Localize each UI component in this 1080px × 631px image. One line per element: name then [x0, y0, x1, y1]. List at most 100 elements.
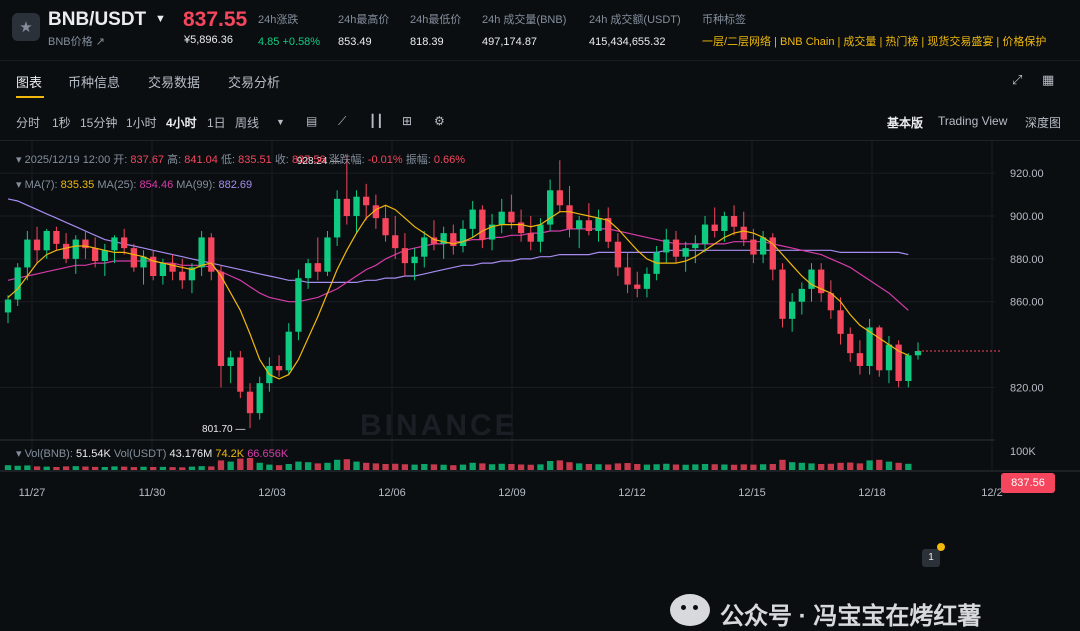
- candle-body: [721, 216, 728, 231]
- volume-bar: [440, 464, 447, 470]
- candle-body: [363, 196, 370, 206]
- volume-bar: [818, 464, 825, 470]
- stat-value: 4.85 +0.58%: [258, 36, 321, 48]
- stat-value: 497,174.87: [482, 36, 538, 48]
- candle-body: [759, 237, 767, 255]
- stat-token-tags: 币种标签: [702, 11, 746, 27]
- volume-bar: [789, 462, 796, 470]
- candle-body: [769, 237, 776, 270]
- volume-bar: [91, 466, 99, 470]
- interval-1w[interactable]: 周线: [235, 116, 260, 130]
- pair-dropdown-icon[interactable]: ▼: [155, 13, 166, 25]
- candle-body: [121, 237, 128, 249]
- volume-bar: [285, 464, 292, 470]
- ma7-label: MA(7):: [24, 179, 58, 191]
- last-price: 837.55: [183, 8, 248, 31]
- legend-collapse-icon[interactable]: ▾: [16, 154, 25, 166]
- x-tick-label: 11/27: [19, 487, 46, 499]
- pair-subtitle-link[interactable]: BNB价格 ↗: [48, 36, 105, 48]
- candle-body: [62, 243, 70, 259]
- interval-more-caret-icon[interactable]: ▼: [276, 117, 285, 127]
- wechat-logo-icon: [670, 594, 710, 626]
- candle-body: [711, 224, 718, 231]
- volume-bar: [275, 465, 283, 470]
- volume-bar: [198, 466, 205, 470]
- candle-body: [72, 239, 79, 259]
- interval-1h[interactable]: 1小时: [126, 116, 157, 130]
- volume-bar: [140, 466, 147, 470]
- x-tick-label: 11/30: [139, 487, 166, 499]
- candle-body: [324, 237, 331, 272]
- view-basic[interactable]: 基本版: [887, 116, 924, 130]
- volume-bar: [692, 464, 699, 470]
- ma7-line: [7, 204, 909, 380]
- chart-canvas[interactable]: 920.00 900.00 880.00 860.00 820.00 11/27 11/30…: [0, 141, 1080, 512]
- interval-1s[interactable]: 1秒: [52, 116, 71, 130]
- ma25-value: 854.46: [139, 179, 174, 191]
- volume-bar: [643, 464, 651, 470]
- volume-bar: [111, 466, 118, 470]
- tab-coin-info[interactable]: 币种信息: [68, 75, 121, 90]
- candle-body: [605, 218, 612, 242]
- token-tags-links[interactable]: 一层/二层网络 | BNB Chain | 成交量 | 热门榜 | 现货交易盛宴…: [702, 36, 1047, 48]
- active-tab-indicator: [16, 96, 44, 98]
- candle-body: [885, 344, 893, 371]
- tab-chart[interactable]: 图表: [16, 75, 43, 90]
- candle-body: [334, 198, 341, 238]
- candle-body: [430, 237, 438, 244]
- interval-1d[interactable]: 1日: [207, 116, 226, 130]
- stat-value: 415,434,655.32: [589, 36, 666, 48]
- volume-bar: [121, 466, 128, 470]
- candle-body: [701, 224, 709, 244]
- candle-body: [508, 211, 515, 223]
- interval-time-sharing[interactable]: 分时: [16, 116, 41, 130]
- x-tick-label: 12/2: [981, 487, 1002, 499]
- view-depth[interactable]: 深度图: [1025, 116, 1062, 130]
- volume-bar: [101, 467, 108, 470]
- candle-body: [663, 239, 670, 253]
- legend-collapse-icon[interactable]: ▾: [16, 448, 25, 460]
- volume-bar: [450, 465, 457, 470]
- y-tick-label: 860.00: [1010, 297, 1044, 309]
- view-tradingview[interactable]: Trading View: [938, 114, 1008, 128]
- candle-style-icon[interactable]: ┃┃: [369, 114, 384, 128]
- candle-body: [208, 237, 215, 272]
- candle-body: [585, 220, 592, 231]
- interval-4h[interactable]: 4小时: [166, 116, 197, 130]
- ma99-label: MA(99):: [176, 179, 216, 191]
- volume-bar: [4, 465, 12, 470]
- layout-grid-icon[interactable]: ▦: [1042, 72, 1055, 87]
- candle-body: [24, 239, 31, 268]
- event-badge-icon[interactable]: 1: [922, 549, 940, 567]
- settings-gear-icon[interactable]: ⚙: [434, 114, 445, 128]
- candle-body: [217, 271, 225, 366]
- stat-24h-low: 24h最低价 818.39: [410, 11, 461, 48]
- volume-bar: [595, 464, 602, 470]
- interval-15m[interactable]: 15分钟: [80, 116, 118, 130]
- indicator-icon[interactable]: ⟋: [338, 114, 347, 128]
- candlestick-chart[interactable]: BINANCE 920.00 900.00 880.00 860.00 820.00 11…: [0, 140, 1080, 630]
- calendar-icon[interactable]: ▤: [306, 114, 318, 128]
- stat-24h-volume-quote: 24h 成交额(USDT) 415,434,655.32: [589, 11, 681, 48]
- volume-bar: [304, 462, 312, 470]
- y-tick-label: 820.00: [1010, 382, 1044, 394]
- compare-icon[interactable]: ⊞: [402, 114, 413, 128]
- pair-symbol[interactable]: BNB/USDT: [48, 9, 147, 30]
- candle-body: [624, 267, 631, 285]
- volume-bar: [740, 464, 747, 470]
- volume-bar: [62, 466, 70, 470]
- volume-bar: [469, 462, 476, 470]
- legend-collapse-icon[interactable]: ▾: [16, 179, 25, 191]
- volume-bar: [256, 462, 263, 470]
- volq-label: Vol(USDT): [113, 448, 167, 460]
- candle-body: [750, 239, 757, 255]
- favorite-star-icon[interactable]: ★: [12, 13, 40, 41]
- binance-watermark: BINANCE: [360, 409, 518, 442]
- fullscreen-icon[interactable]: ⤢: [1012, 72, 1023, 87]
- tab-trading-analysis[interactable]: 交易分析: [228, 75, 281, 90]
- volume-bar: [53, 467, 60, 470]
- volume-legend: ▾ Vol(BNB): 51.54K Vol(USDT) 43.176M 74.…: [16, 447, 288, 460]
- volq-value: 43.176M: [169, 448, 213, 460]
- tab-trading-data[interactable]: 交易数据: [148, 75, 201, 90]
- candle-body: [914, 351, 922, 356]
